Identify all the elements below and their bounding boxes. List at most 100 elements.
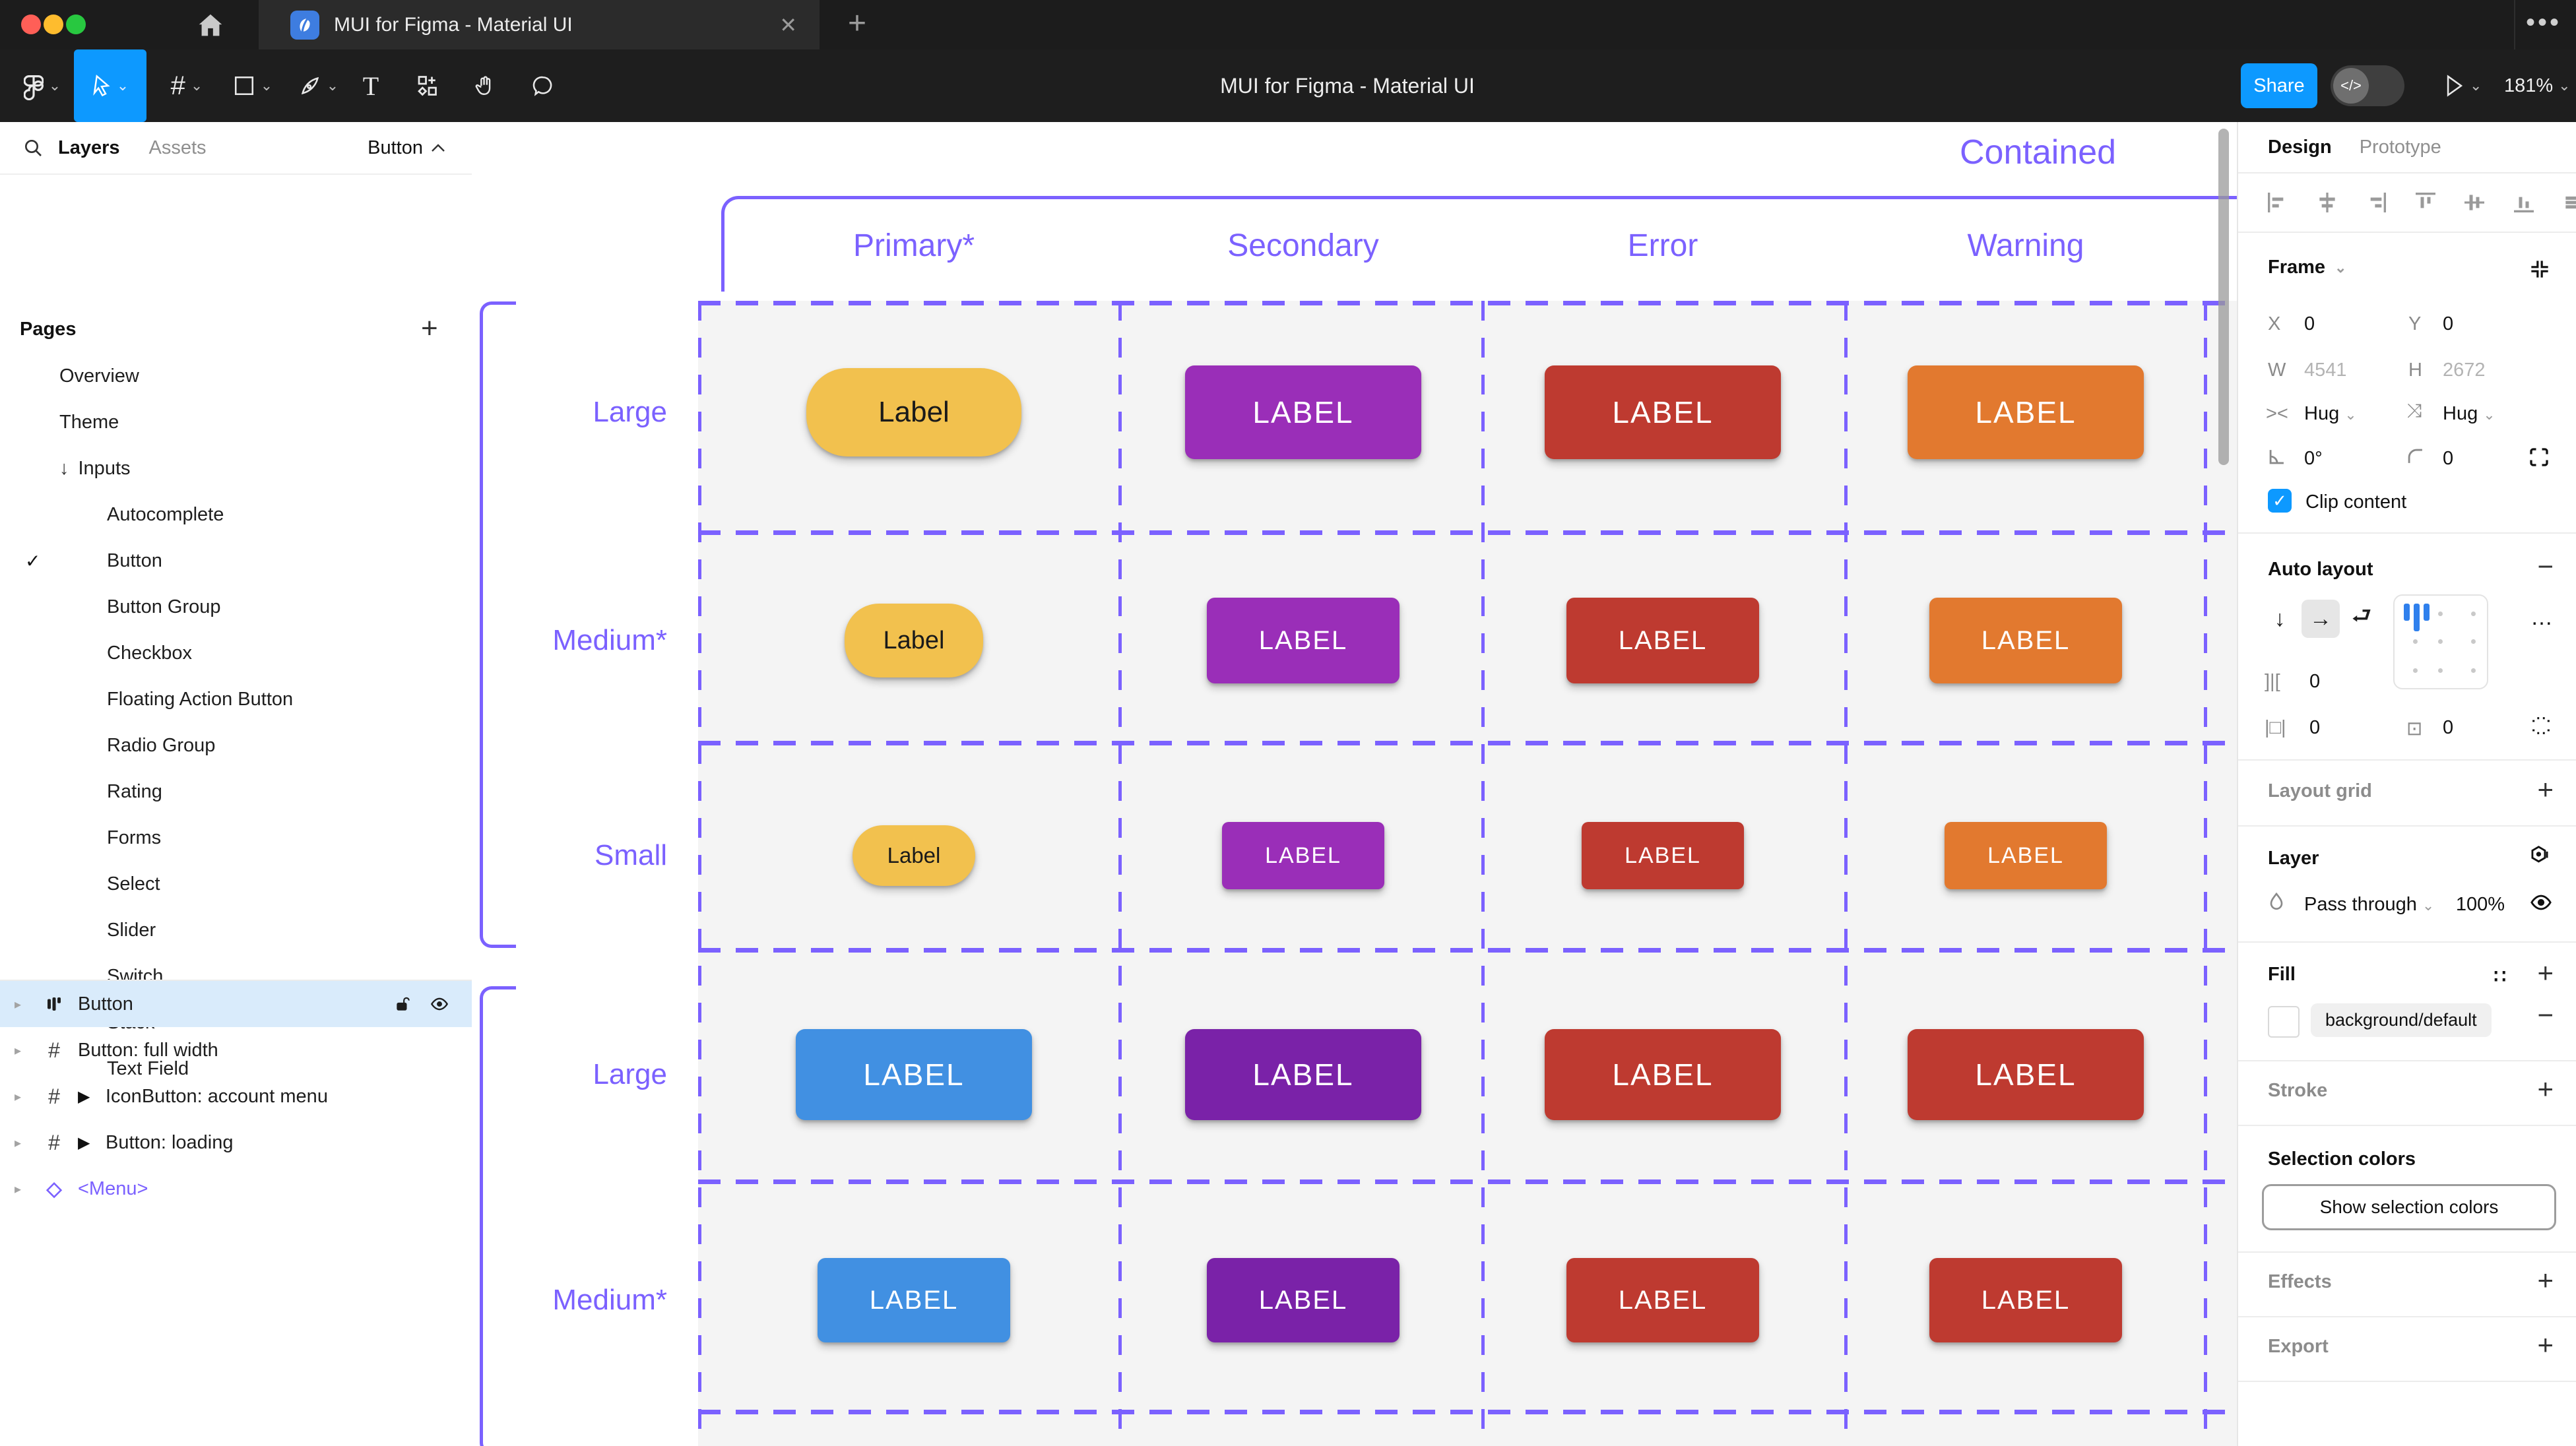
sidebar-page-item[interactable]: Theme bbox=[0, 399, 472, 445]
independent-corners-icon[interactable] bbox=[2527, 445, 2551, 469]
row-size-label[interactable]: Large bbox=[593, 1058, 667, 1091]
tab-prototype[interactable]: Prototype bbox=[2360, 137, 2441, 158]
text-tool-button[interactable]: T bbox=[351, 49, 391, 122]
mui-button-component[interactable]: LABEL bbox=[818, 1258, 1010, 1342]
hug-horizontal-select[interactable]: Hug⌄ bbox=[2304, 403, 2357, 425]
fill-styles-icon[interactable]: ∷ bbox=[2494, 965, 2509, 988]
sidebar-page-item[interactable]: Autocomplete bbox=[0, 491, 472, 538]
layer-visibility-eye-icon[interactable] bbox=[2528, 891, 2554, 914]
layer-row[interactable]: ▸#▶Button: loading bbox=[0, 1119, 472, 1166]
mui-button-component[interactable]: LABEL bbox=[1207, 598, 1400, 683]
add-fill-button[interactable]: + bbox=[2537, 957, 2554, 989]
mui-button-component[interactable]: LABEL bbox=[1545, 365, 1781, 459]
traffic-light-minimize[interactable] bbox=[44, 15, 63, 34]
add-page-button[interactable]: + bbox=[421, 312, 438, 345]
corner-radius-input[interactable]: 0 bbox=[2443, 448, 2453, 470]
mui-button-component[interactable]: LABEL bbox=[1185, 1029, 1421, 1120]
present-button[interactable]: ⌄ bbox=[2445, 49, 2482, 122]
align-h-center-icon[interactable] bbox=[2314, 189, 2340, 216]
collapse-arrow-icon[interactable]: ↓ bbox=[59, 458, 69, 480]
mui-button-component[interactable]: LABEL bbox=[1222, 822, 1384, 889]
mui-button-component[interactable]: LABEL bbox=[1207, 1258, 1400, 1342]
mui-button-component[interactable]: Label bbox=[845, 604, 983, 677]
layout-horizontal-button[interactable]: → bbox=[2302, 600, 2340, 638]
resources-tool-button[interactable] bbox=[404, 49, 450, 122]
horizontal-padding-input[interactable]: 0 bbox=[2309, 717, 2320, 739]
new-tab-button[interactable]: + bbox=[848, 5, 866, 42]
sidebar-page-item[interactable]: Rating bbox=[0, 769, 472, 815]
traffic-light-zoom[interactable] bbox=[66, 15, 86, 34]
add-stroke-button[interactable]: + bbox=[2537, 1073, 2554, 1105]
fill-color-swatch[interactable] bbox=[2268, 1006, 2300, 1038]
remove-fill-button[interactable]: − bbox=[2537, 999, 2554, 1031]
width-input[interactable]: 4541 bbox=[2304, 360, 2347, 381]
auto-layout-more-icon[interactable]: … bbox=[2530, 605, 2555, 631]
collapse-icon[interactable] bbox=[2527, 257, 2552, 282]
frame-tool-button[interactable]: #⌄ bbox=[157, 49, 216, 122]
show-selection-colors-button[interactable]: Show selection colors bbox=[2262, 1184, 2556, 1230]
mui-button-component[interactable]: LABEL bbox=[1582, 822, 1744, 889]
fill-token-pill[interactable]: background/default bbox=[2311, 1003, 2492, 1037]
comment-tool-button[interactable] bbox=[520, 49, 566, 122]
mui-button-component[interactable]: LABEL bbox=[1945, 822, 2107, 889]
column-header[interactable]: Warning bbox=[1968, 228, 2084, 264]
layer-row[interactable]: ▸#▶IconButton: account menu bbox=[0, 1073, 472, 1119]
expand-triangle-icon[interactable]: ▶ bbox=[78, 1133, 90, 1152]
sidebar-page-item[interactable]: Forms bbox=[0, 815, 472, 861]
frame-section-title[interactable]: Frame⌄ bbox=[2268, 257, 2346, 278]
clip-content-checkbox[interactable]: ✓ bbox=[2268, 489, 2292, 513]
column-header[interactable]: Primary* bbox=[853, 228, 975, 264]
mui-button-component[interactable]: LABEL bbox=[1545, 1029, 1781, 1120]
align-right-icon[interactable] bbox=[2363, 189, 2389, 216]
expand-triangle-icon[interactable]: ▶ bbox=[78, 1087, 90, 1106]
sidebar-page-item[interactable]: Overview bbox=[0, 353, 472, 399]
mui-button-component[interactable]: LABEL bbox=[1566, 1258, 1759, 1342]
caret-icon[interactable]: ▸ bbox=[15, 996, 21, 1013]
caret-icon[interactable]: ▸ bbox=[15, 1181, 21, 1197]
height-input[interactable]: 2672 bbox=[2443, 360, 2486, 381]
caret-icon[interactable]: ▸ bbox=[15, 1135, 21, 1151]
sidebar-page-item[interactable]: Floating Action Button bbox=[0, 676, 472, 722]
page-selector[interactable]: Button bbox=[368, 137, 445, 159]
mui-button-component[interactable]: LABEL bbox=[1929, 598, 2122, 683]
row-size-label[interactable]: Medium* bbox=[552, 1284, 667, 1317]
layout-wrap-button[interactable]: ⮐ bbox=[2342, 600, 2381, 638]
sidebar-page-item[interactable]: Radio Group bbox=[0, 722, 472, 769]
caret-icon[interactable]: ▸ bbox=[15, 1042, 21, 1059]
column-header[interactable]: Secondary bbox=[1227, 228, 1378, 264]
mui-button-component[interactable]: LABEL bbox=[1908, 1029, 2144, 1120]
sidebar-page-item[interactable]: Slider bbox=[0, 907, 472, 953]
column-header[interactable]: Error bbox=[1628, 228, 1698, 264]
eye-icon[interactable] bbox=[428, 995, 451, 1013]
window-overflow-menu[interactable]: ••• bbox=[2526, 8, 2561, 38]
x-input[interactable]: 0 bbox=[2304, 313, 2315, 335]
remove-auto-layout-button[interactable]: − bbox=[2537, 551, 2554, 582]
sidebar-page-item[interactable]: Select bbox=[0, 861, 472, 907]
search-icon[interactable] bbox=[22, 137, 44, 158]
sidebar-page-item[interactable]: ↓Inputs bbox=[0, 445, 472, 491]
alignment-pad[interactable] bbox=[2393, 594, 2488, 689]
align-bottom-icon[interactable] bbox=[2511, 189, 2537, 216]
share-button[interactable]: Share bbox=[2241, 63, 2317, 108]
mui-button-component[interactable]: LABEL bbox=[1908, 365, 2144, 459]
independent-padding-icon[interactable] bbox=[2530, 714, 2552, 737]
pen-tool-button[interactable]: ⌄ bbox=[289, 49, 348, 122]
mui-button-component[interactable]: LABEL bbox=[796, 1029, 1032, 1120]
canvas[interactable]: Contained Primary*SecondaryErrorWarningL… bbox=[472, 122, 2237, 1446]
distribute-menu-icon[interactable]: ⌄ bbox=[2560, 189, 2576, 216]
align-v-center-icon[interactable] bbox=[2461, 189, 2488, 216]
sidebar-page-item[interactable]: Button Group bbox=[0, 584, 472, 630]
mui-button-component[interactable]: LABEL bbox=[1185, 365, 1421, 459]
row-size-label[interactable]: Large bbox=[593, 396, 667, 429]
vertical-padding-input[interactable]: 0 bbox=[2443, 717, 2453, 739]
file-tab[interactable]: MUI for Figma - Material UI ✕ bbox=[259, 0, 820, 49]
home-icon[interactable] bbox=[195, 11, 226, 41]
blend-mode-select[interactable]: Pass through⌄ bbox=[2304, 894, 2434, 916]
mui-button-component[interactable]: Label bbox=[806, 368, 1021, 456]
align-left-icon[interactable] bbox=[2265, 189, 2291, 216]
sidebar-page-item[interactable]: ✓Button bbox=[0, 538, 472, 584]
add-export-button[interactable]: + bbox=[2537, 1329, 2554, 1361]
row-size-label[interactable]: Small bbox=[595, 839, 667, 872]
y-input[interactable]: 0 bbox=[2443, 313, 2453, 335]
zoom-level-control[interactable]: 181%⌄ bbox=[2504, 49, 2571, 122]
